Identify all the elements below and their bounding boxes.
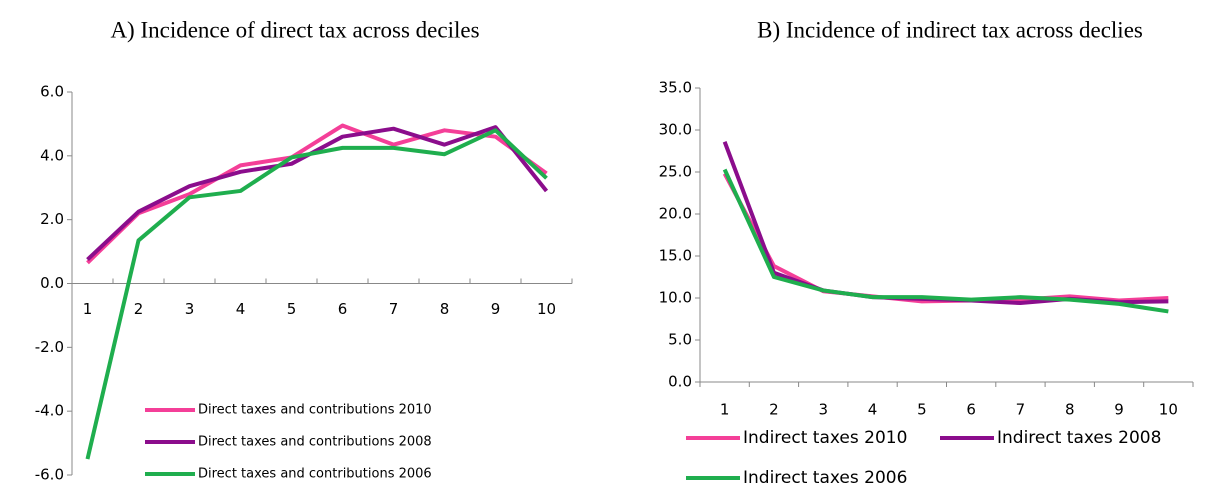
x-tick-label: 8 bbox=[440, 300, 450, 318]
y-tick-label: 4.0 bbox=[40, 146, 64, 164]
x-tick-label: 10 bbox=[537, 300, 556, 318]
legend-label: Indirect taxes 2010 bbox=[743, 428, 907, 448]
x-tick-label: 8 bbox=[1065, 401, 1075, 419]
x-tick-label: 7 bbox=[389, 300, 399, 318]
y-tick-label: 30.0 bbox=[659, 121, 692, 139]
line-series bbox=[86, 125, 549, 262]
line-series bbox=[722, 168, 1169, 314]
x-tick-label: 6 bbox=[966, 401, 976, 419]
x-tick-label: 1 bbox=[83, 300, 93, 318]
y-tick-label: -4.0 bbox=[35, 402, 64, 420]
legend-label: Indirect taxes 2008 bbox=[997, 428, 1161, 448]
y-tick-label: 6.0 bbox=[40, 83, 64, 101]
x-tick-label: 5 bbox=[287, 300, 297, 318]
x-tick-label: 7 bbox=[1016, 401, 1026, 419]
x-tick-label: 2 bbox=[769, 401, 779, 419]
legend-label: Direct taxes and contributions 2006 bbox=[198, 467, 432, 482]
x-tick-label: 3 bbox=[818, 401, 828, 419]
y-tick-label: 0.0 bbox=[40, 274, 64, 292]
line-series bbox=[85, 128, 548, 460]
y-tick-label: 35.0 bbox=[659, 79, 692, 97]
y-tick-label: 5.0 bbox=[668, 331, 692, 349]
x-tick-label: 9 bbox=[1114, 401, 1124, 419]
y-tick-label: -6.0 bbox=[35, 466, 64, 484]
chart-title: B) Incidence of indirect tax across decl… bbox=[757, 17, 1143, 42]
legend-label: Direct taxes and contributions 2008 bbox=[198, 435, 432, 450]
x-tick-label: 5 bbox=[917, 401, 927, 419]
y-tick-label: 0.0 bbox=[668, 373, 692, 391]
y-tick-label: 25.0 bbox=[659, 163, 692, 181]
x-tick-label: 4 bbox=[868, 401, 878, 419]
x-tick-label: 2 bbox=[134, 300, 144, 318]
y-tick-label: 2.0 bbox=[40, 210, 64, 228]
legend-label: Indirect taxes 2006 bbox=[743, 468, 907, 488]
x-tick-label: 3 bbox=[185, 300, 195, 318]
line-series bbox=[86, 123, 548, 265]
y-tick-label: 20.0 bbox=[659, 205, 692, 223]
x-tick-label: 9 bbox=[491, 300, 501, 318]
x-tick-label: 10 bbox=[1159, 401, 1178, 419]
legend-label: Direct taxes and contributions 2010 bbox=[198, 403, 432, 418]
x-tick-label: 6 bbox=[338, 300, 348, 318]
line-series bbox=[722, 141, 1169, 306]
y-tick-label: 10.0 bbox=[659, 289, 692, 307]
chart-title: A) Incidence of direct tax across decile… bbox=[110, 17, 479, 42]
x-tick-label: 1 bbox=[720, 401, 730, 419]
chart: A) Incidence of direct tax across decile… bbox=[35, 17, 573, 484]
chart: B) Incidence of indirect tax across decl… bbox=[659, 17, 1194, 488]
y-tick-label: 15.0 bbox=[659, 247, 692, 265]
x-tick-label: 4 bbox=[236, 300, 246, 318]
y-tick-label: -2.0 bbox=[35, 338, 64, 356]
